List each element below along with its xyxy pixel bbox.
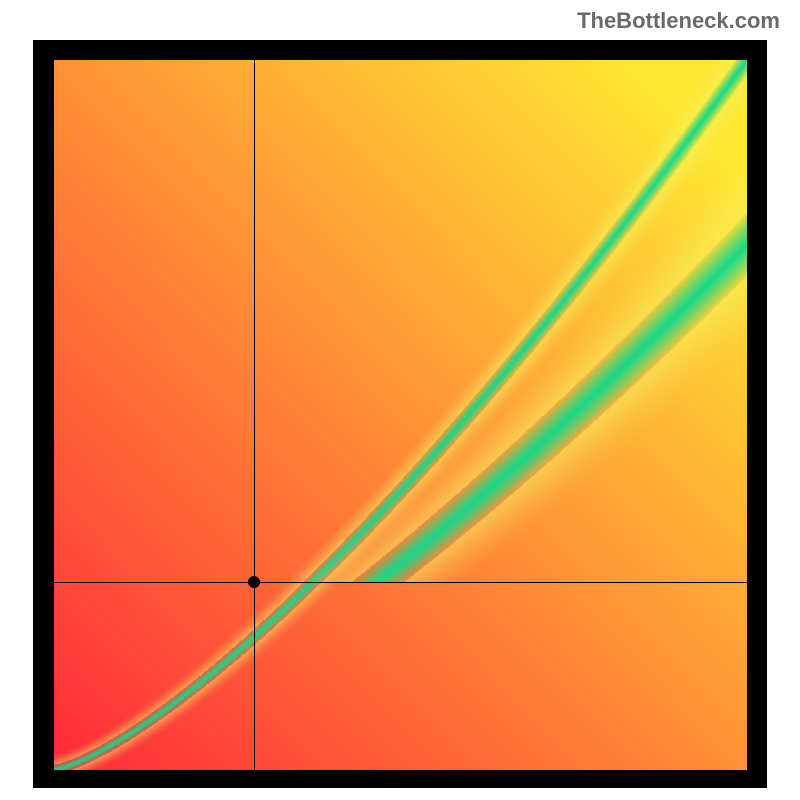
crosshair-horizontal: [54, 582, 747, 583]
heatmap-canvas: [54, 60, 747, 770]
crosshair-vertical: [254, 60, 255, 770]
plot-area: [54, 60, 747, 770]
marker-dot: [248, 576, 260, 588]
plot-outer-frame: [33, 40, 767, 788]
attribution-text: TheBottleneck.com: [577, 8, 780, 34]
root-container: TheBottleneck.com: [0, 0, 800, 800]
